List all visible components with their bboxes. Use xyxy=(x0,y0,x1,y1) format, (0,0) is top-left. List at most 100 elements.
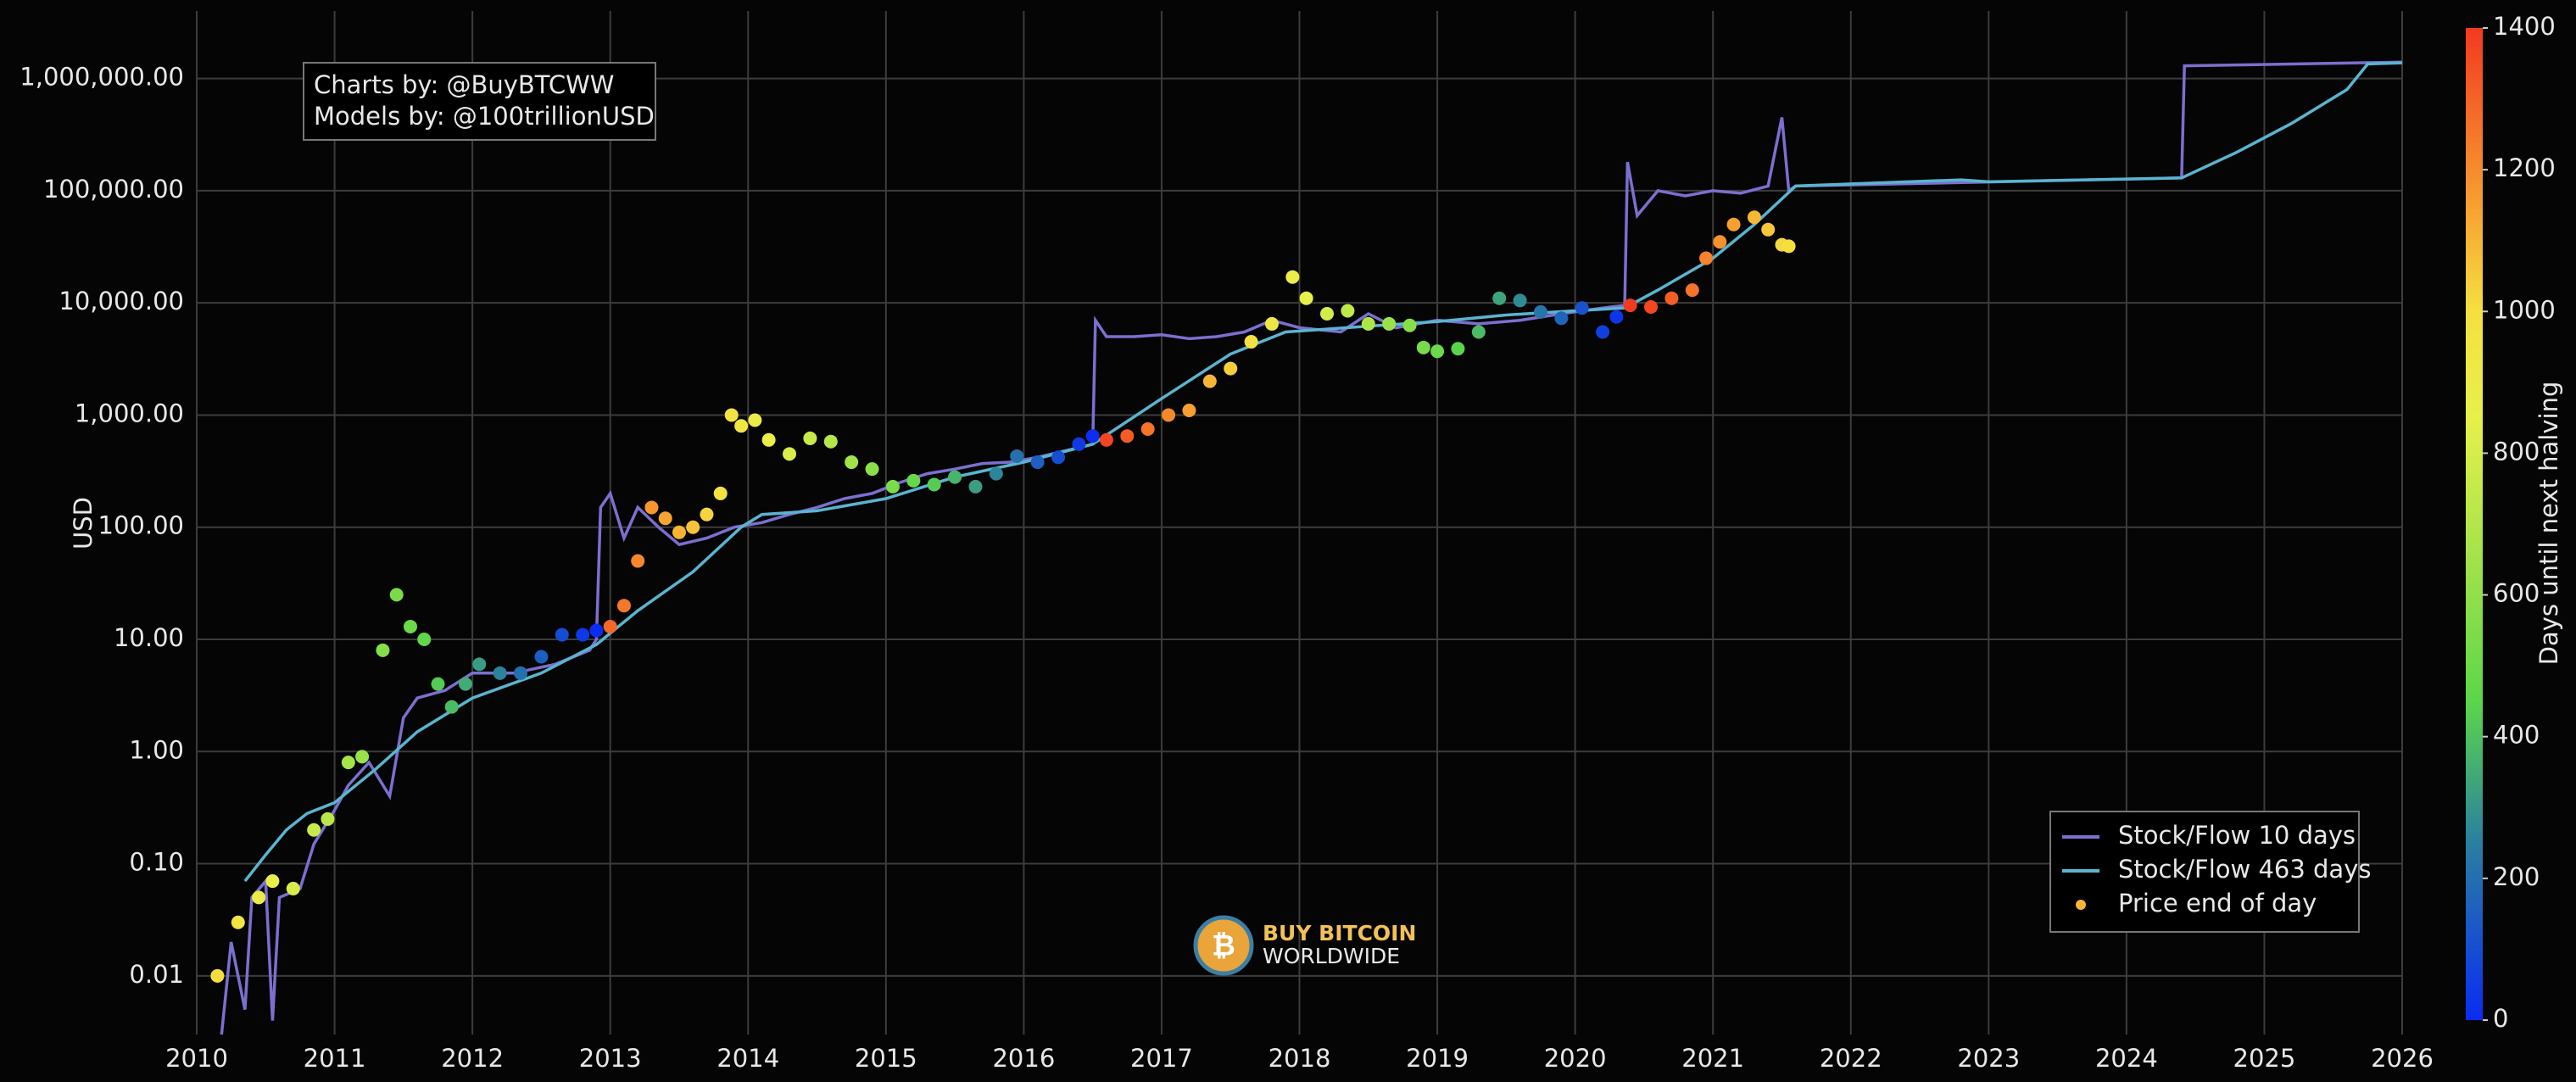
x-tick-label: 2016 xyxy=(992,1044,1055,1073)
price-dot xyxy=(1099,432,1113,447)
x-tick-label: 2025 xyxy=(2233,1044,2296,1073)
price-dot xyxy=(1747,210,1761,225)
price-dot xyxy=(1781,239,1796,254)
price-dot xyxy=(376,643,390,657)
y-tick-label: 10.00 xyxy=(114,623,184,652)
price-dot xyxy=(1575,301,1589,315)
x-tick-label: 2024 xyxy=(2095,1044,2158,1073)
colorbar-tick-label: 1200 xyxy=(2493,153,2556,182)
x-tick-label: 2018 xyxy=(1268,1044,1331,1073)
price-dot xyxy=(1030,455,1045,470)
colorbar-label: Days until next halving xyxy=(2534,382,2563,666)
y-tick-label: 0.10 xyxy=(129,848,184,877)
price-dot xyxy=(603,619,617,633)
price-dot xyxy=(472,657,487,672)
price-dot xyxy=(631,554,645,568)
y-tick-label: 10,000.00 xyxy=(59,287,184,315)
x-tick-label: 2013 xyxy=(579,1044,642,1073)
watermark: ₿ BUY BITCOIN WORLDWIDE xyxy=(1193,915,1416,976)
price-dot xyxy=(1644,299,1659,314)
price-dot xyxy=(576,627,590,642)
x-tick-label: 2011 xyxy=(304,1044,366,1073)
price-dot xyxy=(948,470,962,484)
colorbar-tick-label: 200 xyxy=(2493,862,2540,891)
price-dot xyxy=(1140,421,1155,436)
legend-swatch xyxy=(2076,900,2086,910)
price-dot xyxy=(616,599,631,613)
colorbar-tick-label: 600 xyxy=(2493,579,2540,608)
price-dot xyxy=(1010,449,1024,463)
logo-symbol: ₿ xyxy=(1212,929,1235,963)
price-dot xyxy=(823,434,838,449)
price-dot xyxy=(885,479,900,494)
price-dot xyxy=(1713,235,1727,249)
price-dot xyxy=(1320,307,1335,321)
price-dot xyxy=(1224,361,1238,376)
price-dot xyxy=(341,756,355,770)
colorbar-tick-label: 1400 xyxy=(2493,12,2556,41)
price-dot xyxy=(1492,291,1507,305)
price-dot xyxy=(1451,342,1465,356)
y-tick-label: 100.00 xyxy=(98,511,184,540)
price-dot xyxy=(555,627,569,642)
price-dot xyxy=(734,419,749,433)
price-dot xyxy=(803,431,817,445)
price-dot xyxy=(1162,408,1176,422)
y-tick-label: 1,000,000.00 xyxy=(20,63,184,92)
price-dot xyxy=(906,473,921,488)
x-tick-label: 2014 xyxy=(716,1044,779,1073)
price-dot xyxy=(1416,340,1430,354)
legend-label: Stock/Flow 463 days xyxy=(2118,855,2371,884)
price-dot xyxy=(713,486,728,500)
price-dot xyxy=(672,525,686,539)
x-tick-label: 2010 xyxy=(165,1044,228,1073)
price-dot xyxy=(761,432,776,447)
logo-icon xyxy=(1193,915,1254,976)
x-tick-label: 2026 xyxy=(2371,1044,2434,1073)
y-tick-label: 1.00 xyxy=(129,735,184,764)
y-tick-label: 1,000.00 xyxy=(75,399,184,427)
price-dot xyxy=(1182,403,1196,417)
price-dot xyxy=(1341,304,1355,318)
x-tick-label: 2021 xyxy=(1681,1044,1744,1073)
x-tick-label: 2020 xyxy=(1544,1044,1607,1073)
price-dot xyxy=(989,466,1003,481)
price-dot xyxy=(783,447,797,461)
colorbar-tick-label: 800 xyxy=(2493,437,2540,466)
annotation-box xyxy=(303,62,656,141)
price-dot xyxy=(700,507,714,521)
grid xyxy=(196,11,2403,1035)
legend-box xyxy=(2049,811,2360,933)
price-dot xyxy=(1382,316,1397,331)
price-dot xyxy=(1726,217,1741,231)
price-dot xyxy=(514,666,528,680)
price-dot xyxy=(493,666,507,680)
legend-label: Price end of day xyxy=(2118,889,2317,917)
price-dot xyxy=(1051,450,1066,465)
price-dot xyxy=(403,619,417,633)
colorbar-tick-label: 0 xyxy=(2493,1004,2508,1033)
x-tick-label: 2017 xyxy=(1130,1044,1193,1073)
price-dot xyxy=(431,677,445,691)
series-line xyxy=(220,60,2403,1035)
price-dot xyxy=(458,677,472,691)
colorbar-tick-label: 1000 xyxy=(2493,295,2556,324)
price-dot xyxy=(1533,304,1547,319)
price-dot xyxy=(231,915,245,929)
price-dot xyxy=(1699,251,1714,265)
price-dot xyxy=(1244,335,1258,349)
colorbar-tick-label: 400 xyxy=(2493,721,2540,750)
legend-label: Stock/Flow 10 days xyxy=(2118,821,2356,850)
price-dot xyxy=(1685,283,1699,298)
price-dot xyxy=(1402,318,1417,332)
price-dot xyxy=(286,881,300,895)
price-dot xyxy=(748,413,762,427)
price-dot xyxy=(724,408,739,422)
x-tick-label: 2012 xyxy=(441,1044,504,1073)
price-dot xyxy=(1264,316,1279,331)
price-dot xyxy=(1072,437,1086,451)
price-dot xyxy=(1513,293,1527,308)
y-axis-label: USD xyxy=(69,497,98,549)
price-dot xyxy=(865,462,879,477)
